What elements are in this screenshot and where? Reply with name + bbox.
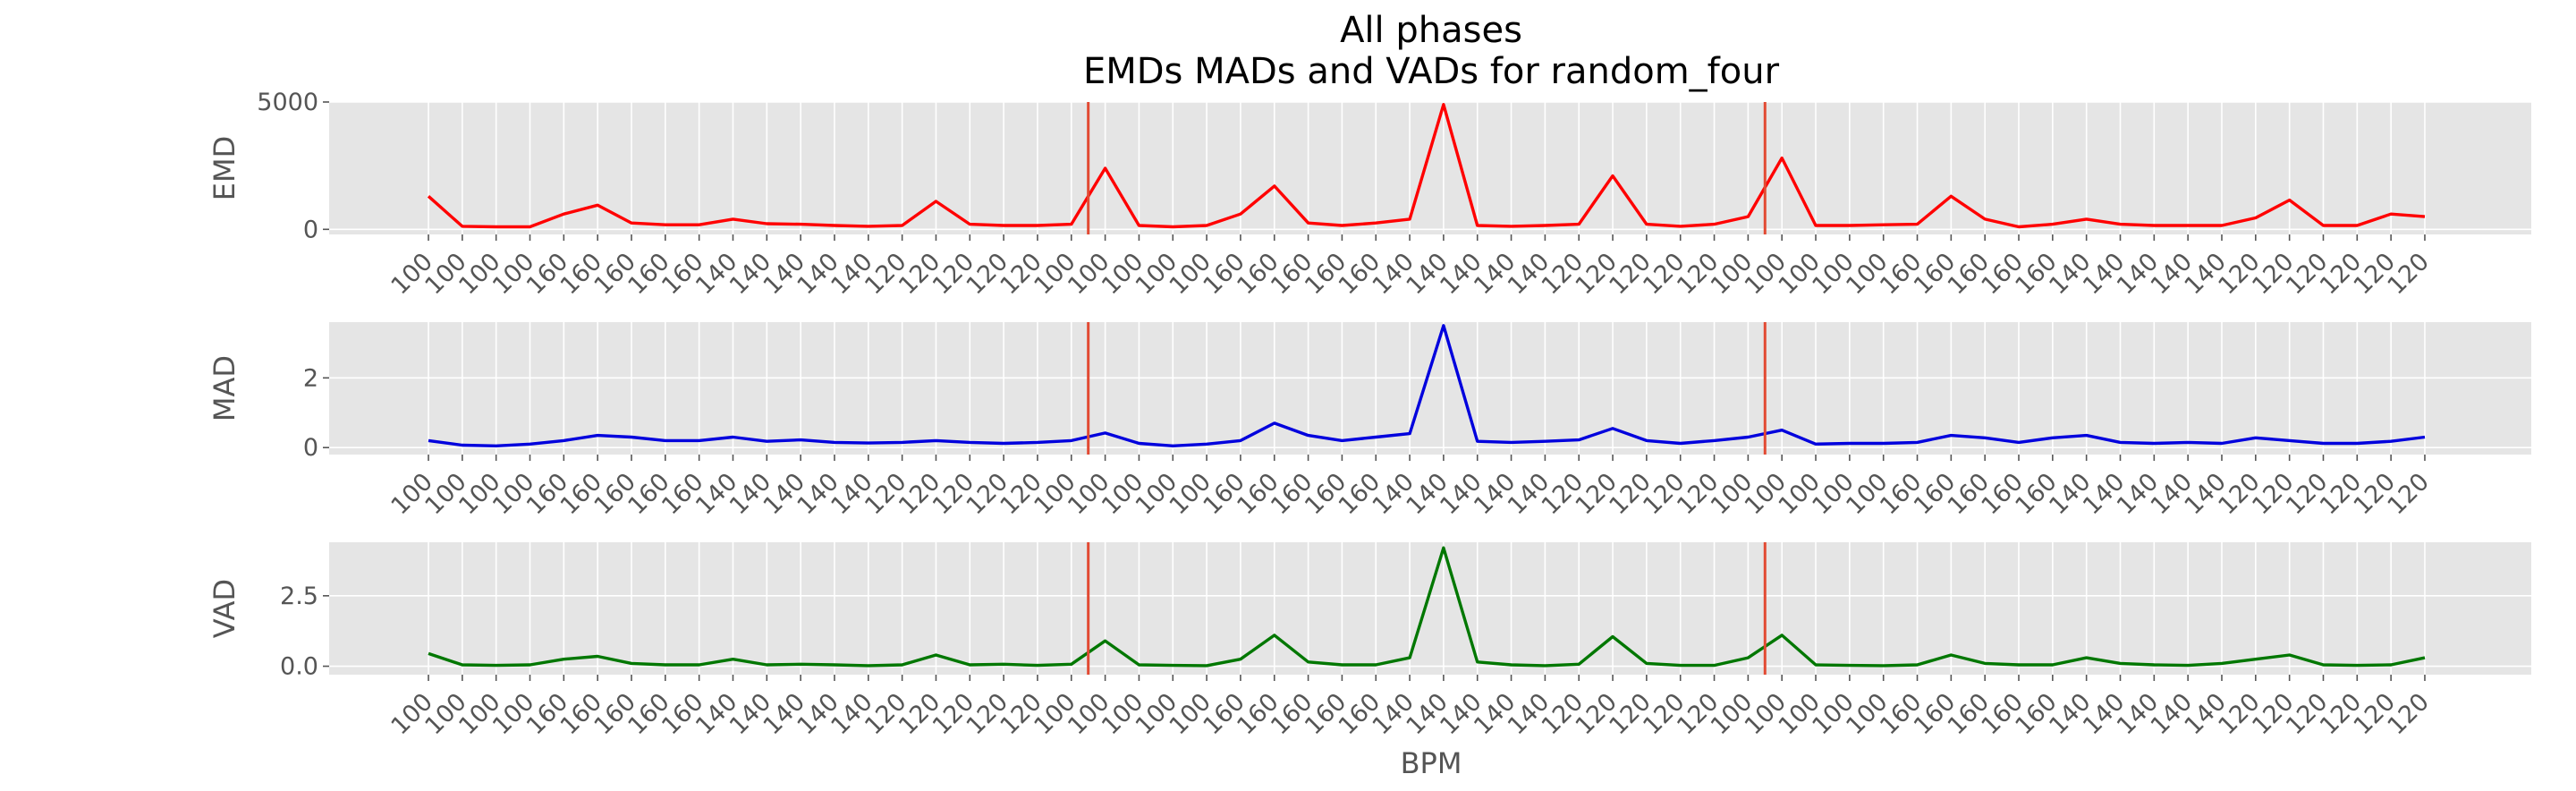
y-tick-label: 2	[303, 364, 318, 392]
subplot-mad: 02MAD10010010010016016016016016014014014…	[208, 322, 2531, 520]
series-line-mad	[428, 324, 2426, 447]
chart-title-line-1: All phases	[1340, 10, 1522, 51]
subplot-vad: 0.02.5VAD1001001001001601601601601601401…	[208, 542, 2531, 740]
y-axis-label: EMD	[208, 136, 242, 200]
y-tick-label: 0	[303, 216, 318, 243]
y-axis-label: VAD	[208, 579, 242, 638]
plot-background	[329, 322, 2531, 455]
y-axis-label: MAD	[208, 355, 242, 421]
x-tick-label: 120	[2383, 688, 2435, 740]
series-line-vad	[428, 546, 2426, 668]
y-tick-label: 0.0	[280, 653, 318, 681]
series-line-emd	[427, 103, 2426, 229]
x-axis-label: BPM	[1401, 746, 1462, 780]
chart-title-line-2: EMDs MADs and VADs for random_four	[1083, 51, 1780, 92]
y-tick-label: 2.5	[280, 583, 318, 610]
y-tick-label: 0	[303, 434, 318, 462]
subplot-emd: 05000EMD10010010010016016016016016014014…	[208, 89, 2531, 300]
plot-background	[329, 102, 2531, 234]
x-tick-label: 120	[2383, 468, 2435, 520]
y-tick-label: 5000	[257, 89, 318, 116]
plot-background	[329, 542, 2531, 675]
x-tick-label: 120	[2383, 248, 2435, 300]
subplots: 05000EMD10010010010016016016016016014014…	[208, 89, 2531, 740]
